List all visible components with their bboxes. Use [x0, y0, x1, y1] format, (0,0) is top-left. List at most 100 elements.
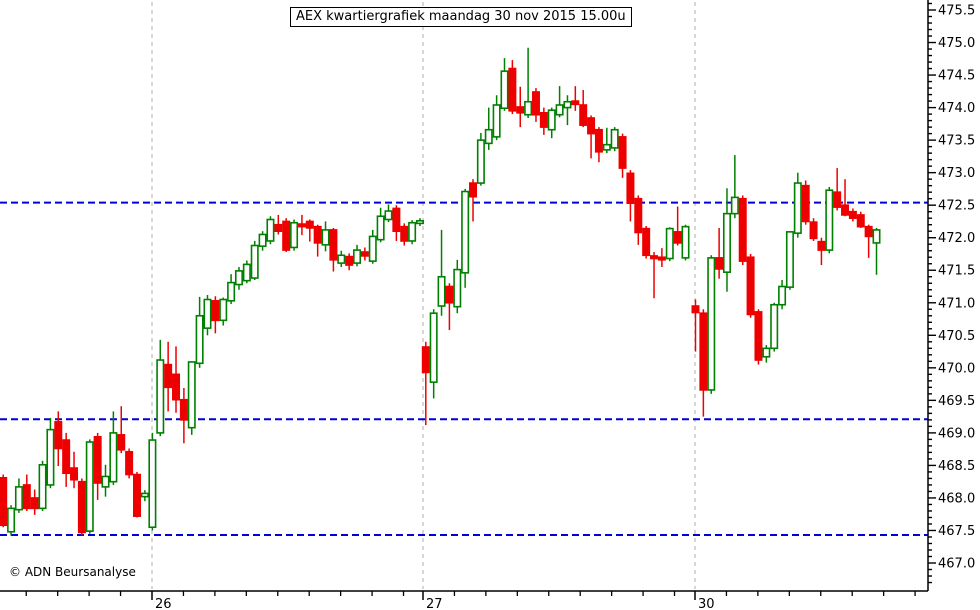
candle-body — [46, 428, 55, 486]
candle-body — [730, 196, 739, 215]
candle-body — [715, 257, 724, 270]
candle-body — [408, 221, 417, 242]
y-tick-label: 473.0 — [938, 166, 975, 181]
y-tick-label: 472.5 — [938, 199, 975, 214]
y-tick-label: 470.5 — [938, 329, 975, 344]
y-tick-label: 475.0 — [938, 36, 975, 51]
candle-body — [785, 231, 794, 288]
candle-body — [305, 220, 314, 229]
candle-body — [290, 221, 299, 249]
candle-body — [516, 106, 525, 114]
candle-body — [691, 305, 700, 314]
candle-body — [746, 256, 755, 316]
candle-body — [754, 311, 763, 361]
candle-body — [524, 100, 533, 116]
candle-body — [665, 227, 674, 260]
candle-body — [484, 128, 493, 145]
candle-body — [492, 104, 501, 138]
candle-body — [634, 197, 643, 234]
candle-body — [650, 255, 659, 260]
candle-body — [722, 212, 731, 273]
candle-body — [555, 104, 564, 116]
candle-body — [563, 100, 572, 109]
candle-body — [77, 480, 86, 534]
y-tick-label: 467.5 — [938, 524, 975, 539]
candle-body — [219, 298, 228, 322]
candle-body — [297, 223, 306, 228]
y-tick-label: 468.0 — [938, 491, 975, 506]
candle-body — [421, 346, 430, 374]
candle-body — [132, 473, 141, 517]
candle-body — [93, 435, 102, 484]
candle-body — [587, 117, 596, 135]
candle-body — [579, 104, 588, 126]
candle-body — [762, 347, 771, 358]
candle-body — [140, 492, 149, 498]
candle-body — [337, 254, 346, 264]
copyright-label: © ADN Beursanalyse — [9, 565, 136, 579]
candle-body — [368, 235, 377, 262]
candle-body — [258, 233, 267, 247]
candle-body — [825, 189, 834, 251]
candle-body — [841, 204, 850, 216]
candle-body — [461, 190, 470, 274]
candle-body — [242, 263, 251, 282]
candle-body — [7, 507, 16, 533]
candle-body — [770, 303, 779, 350]
x-day-label: 30 — [698, 597, 715, 610]
candle-body — [172, 373, 181, 401]
candle-body — [618, 136, 627, 169]
candle-body — [54, 421, 63, 450]
candle-body — [699, 312, 708, 391]
candle-body — [392, 207, 401, 233]
candle-body — [187, 361, 196, 429]
candle-body — [848, 210, 857, 219]
candle-body — [85, 441, 94, 532]
candle-body — [793, 182, 802, 234]
candle-body — [500, 70, 509, 110]
y-tick-label: 471.5 — [938, 264, 975, 279]
candle-body — [14, 486, 23, 511]
candle-body — [195, 314, 204, 365]
candle-body — [117, 434, 126, 451]
candle-body — [179, 398, 188, 421]
candle-body — [642, 227, 651, 257]
y-tick-label: 475.5 — [938, 4, 975, 19]
candle-body — [738, 197, 747, 262]
candle-body — [539, 111, 548, 128]
candle-body — [415, 219, 424, 225]
x-day-label: 27 — [426, 597, 443, 610]
candle-body — [531, 91, 540, 116]
y-tick-label: 474.0 — [938, 101, 975, 116]
candle-body — [801, 184, 810, 223]
candles-layer — [0, 47, 881, 536]
y-tick-label: 469.5 — [938, 394, 975, 409]
candle-body — [148, 439, 157, 529]
candle-body — [778, 285, 787, 306]
candle-body — [681, 225, 690, 259]
candle-body — [30, 497, 39, 510]
candle-body — [38, 463, 47, 510]
candle-body — [345, 255, 354, 266]
candle-body — [476, 139, 485, 184]
candle-body — [0, 476, 8, 527]
candle-body — [282, 220, 291, 251]
candle-body — [508, 67, 517, 112]
candle-body — [313, 225, 322, 244]
y-tick-label: 468.5 — [938, 459, 975, 474]
chart-title: AEX kwartiergrafiek maandag 30 nov 2015 … — [290, 7, 632, 27]
candle-body — [571, 100, 580, 106]
candle-body — [817, 240, 826, 251]
candle-body — [211, 300, 220, 322]
candle-body — [101, 475, 110, 488]
candle-body — [156, 359, 165, 434]
candle-body — [227, 281, 236, 302]
candle-body — [453, 268, 462, 308]
candle-body — [234, 270, 243, 286]
candle-body — [384, 210, 393, 221]
candle-body — [626, 172, 635, 205]
y-axis: 475.5 475.0 474.5 474.0 473.5 473.0 472.5 472.0… — [927, 0, 975, 591]
candle-body — [164, 363, 173, 389]
